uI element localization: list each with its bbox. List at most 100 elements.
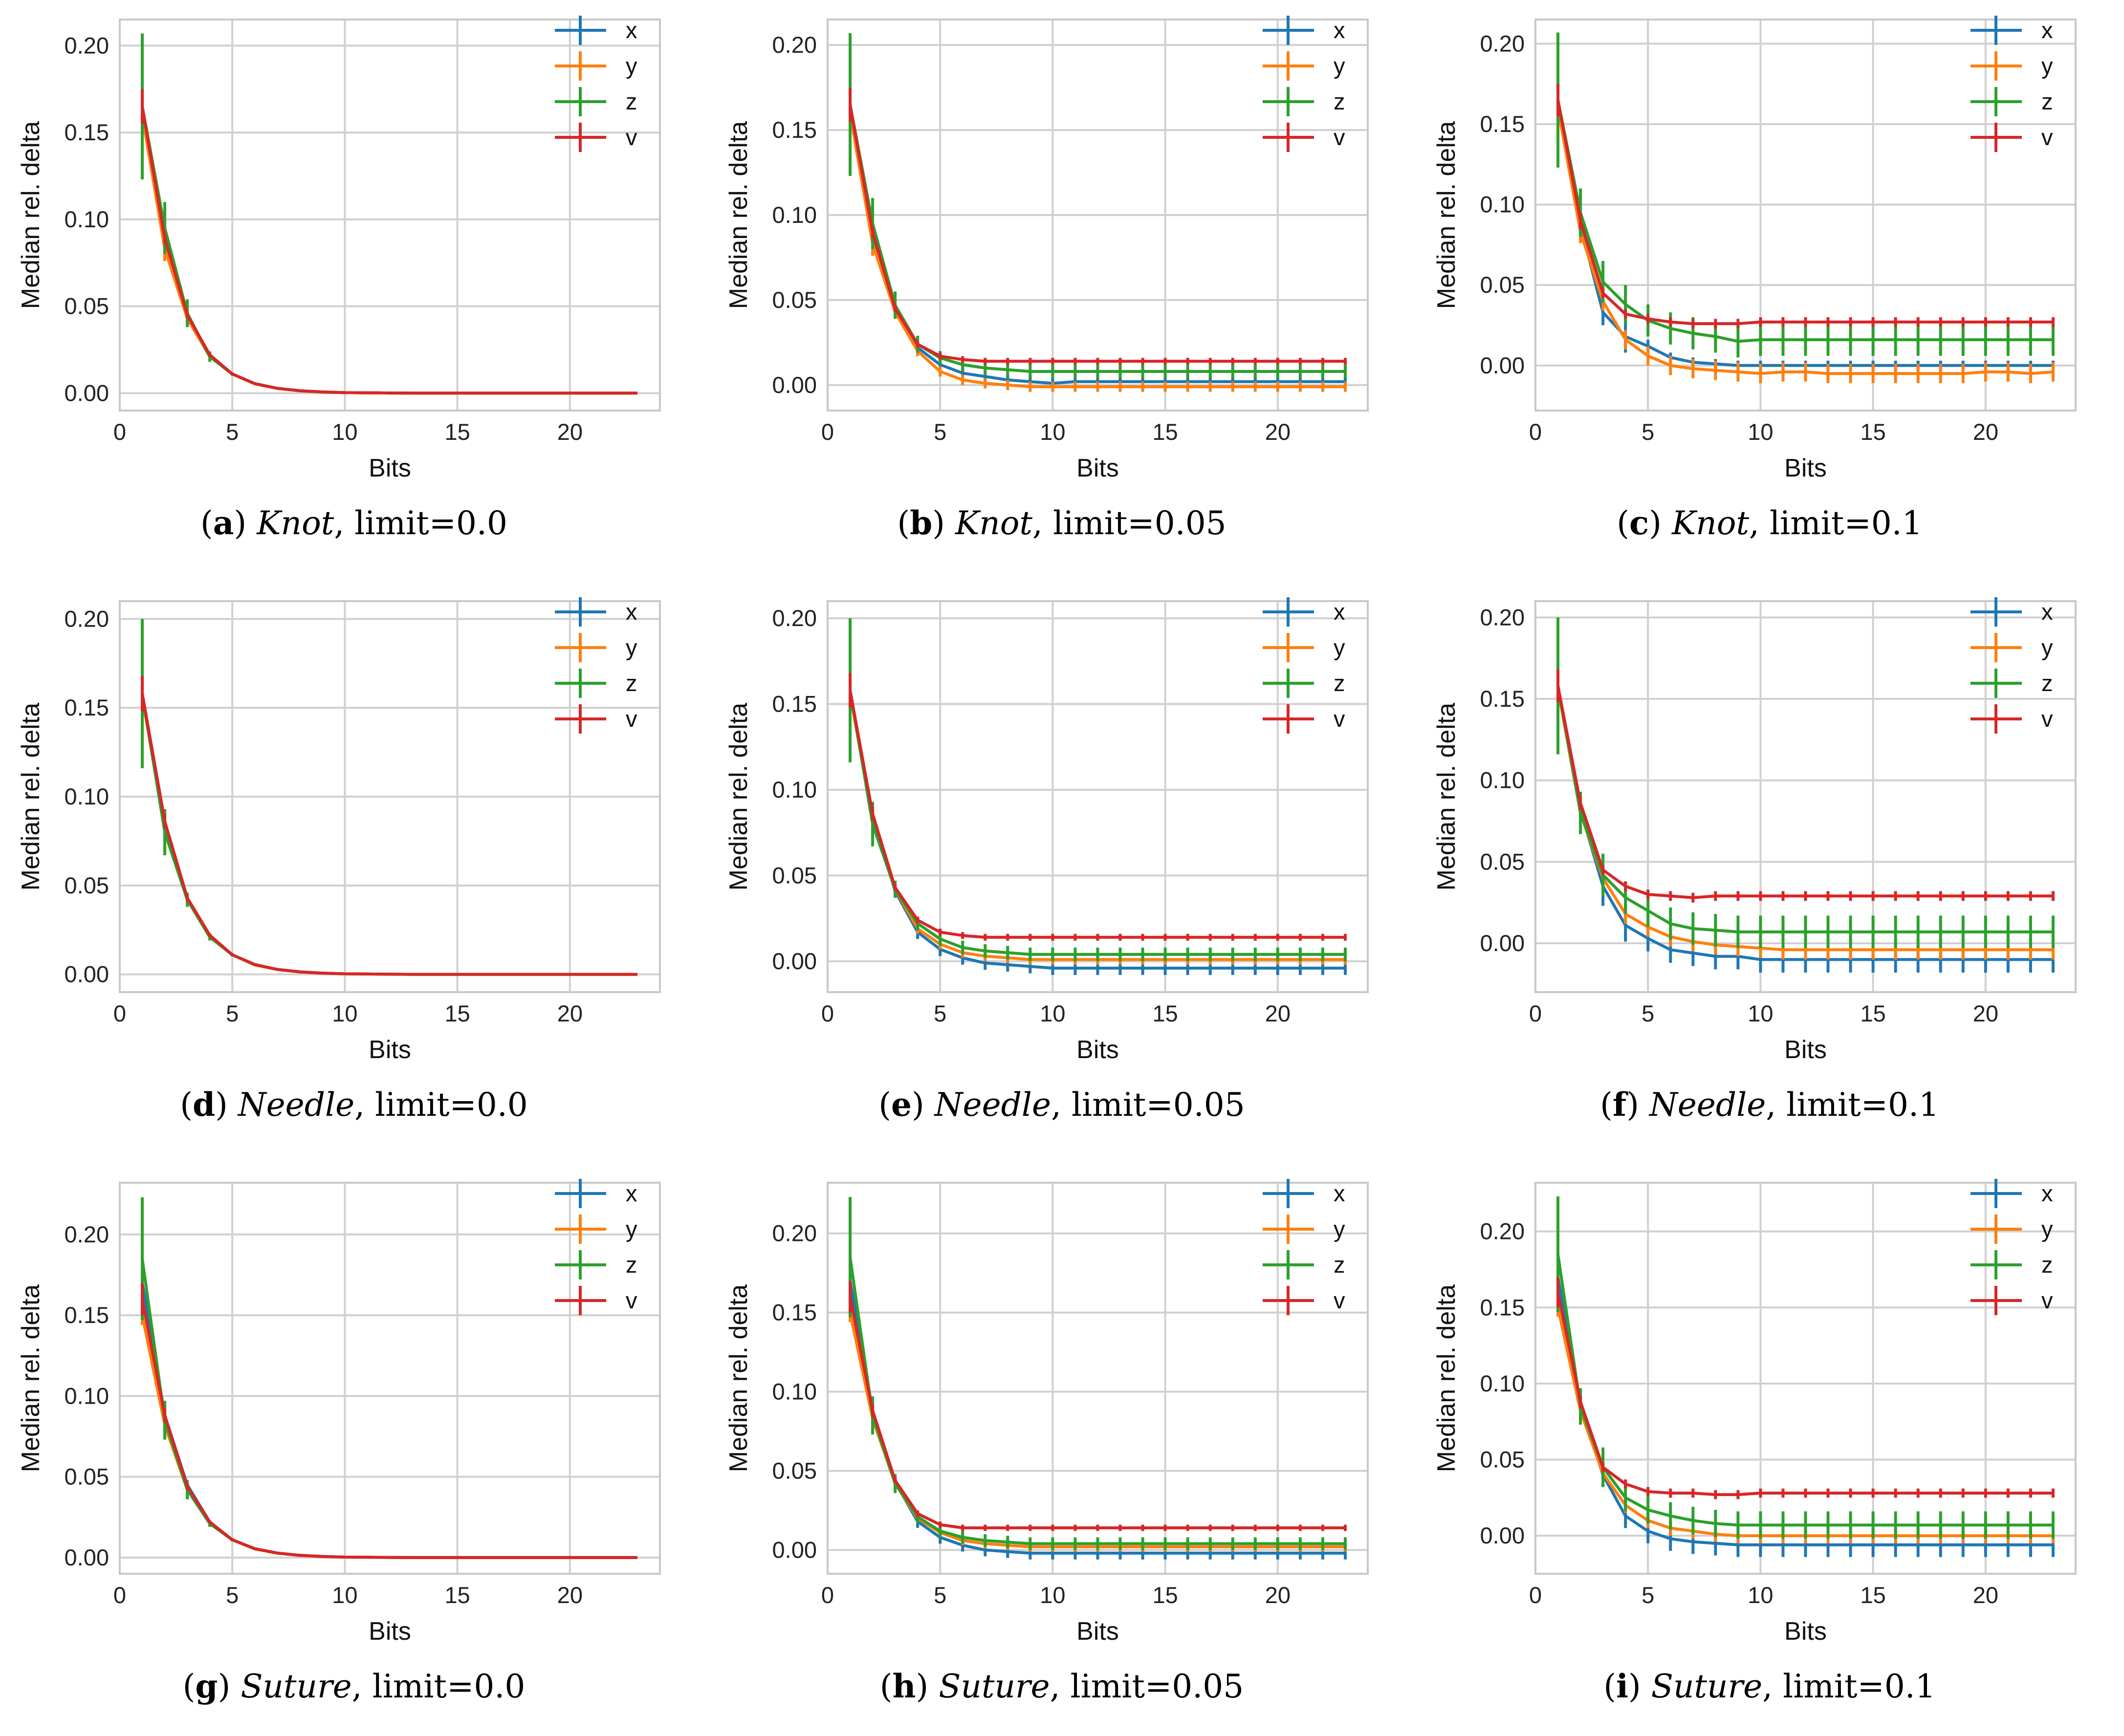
y-tick-label: 0.10 [65,783,109,809]
series-v [849,87,1347,365]
x-tick-label: 10 [1040,1000,1065,1026]
caption-limit: , limit=0.0 [334,504,507,542]
y-tick-label: 0.20 [772,605,817,631]
series-v [141,1282,637,1559]
series-z [849,33,1347,378]
caption-panel-letter: b [910,504,933,542]
y-tick-label: 0.05 [772,1457,817,1483]
legend-label: z [1334,670,1345,696]
y-tick-label: 0.10 [1480,767,1525,793]
y-tick-label: 0.00 [65,380,109,406]
y-axis-label: Median rel. delta [17,1284,45,1473]
x-axis-label: Bits [1076,454,1119,482]
legend-item-x: x [555,16,637,45]
caption-panel-letter: c [1629,504,1649,542]
x-tick-label: 0 [821,419,834,445]
legend-label: v [2041,124,2053,150]
series-line-y [141,115,637,395]
x-tick-label: 5 [1642,1582,1654,1608]
legend-item-x: x [1971,597,2053,627]
y-tick-label: 0.10 [65,1383,109,1409]
legend-label: y [1334,634,1345,660]
series-v [141,89,637,395]
legend-item-v: v [1263,1286,1345,1315]
plot-frame [119,19,661,412]
legend-label: y [1334,53,1345,79]
series-x [141,89,637,395]
x-tick-label: 10 [332,419,357,445]
series-x [849,676,1347,975]
x-tick-label: 15 [1152,1000,1178,1026]
legend-label: y [1334,1216,1345,1242]
y-tick-label: 0.05 [772,862,817,888]
legend-item-z: z [1971,87,2053,116]
series-line-z [849,104,1345,373]
x-tick-label: 20 [1973,419,1998,445]
legend-item-z: z [1971,1250,2053,1280]
x-axis-label: Bits [369,454,411,482]
series-v [1556,670,2055,903]
series-y [849,1303,1347,1552]
series-v [1556,1277,2055,1499]
x-tick-label: 15 [1152,419,1178,445]
x-tick-label: 15 [444,419,470,445]
legend-item-y: y [1263,633,1345,662]
legend-item-y: y [1263,1215,1345,1244]
series-line-x [849,690,1345,970]
panel-caption: (a) Knot, limit=0.0 [200,504,507,542]
legend-item-v: v [1971,123,2053,152]
x-tick-label: 10 [1748,1582,1773,1608]
x-tick-label: 5 [934,1582,946,1608]
legend-label: z [1334,88,1345,114]
y-axis-label: Median rel. delta [17,703,45,891]
y-tick-label: 0.10 [1480,1370,1525,1396]
caption-panel-letter: d [192,1085,216,1124]
legend-item-x: x [555,597,637,627]
legend-label: x [2041,17,2053,43]
series-line-y [849,112,1345,389]
legend-label: x [1334,17,1345,43]
y-tick-label: 0.20 [65,32,109,58]
x-tick-label: 5 [226,1582,239,1608]
plot-frame [827,19,1369,412]
series-line-z [1556,1254,2053,1527]
legend-label: y [626,634,637,660]
legend-item-z: z [1263,87,1345,116]
caption-dataset: Needle [238,1086,355,1124]
y-tick-label: 0.00 [772,372,817,398]
x-tick-label: 0 [113,1000,126,1026]
series-y [1556,1298,2055,1543]
legend-label: x [1334,599,1345,625]
caption-limit: , limit=0.05 [1032,504,1226,542]
x-tick-label: 5 [226,1000,239,1026]
caption-dataset: Needle [1649,1086,1766,1124]
y-tick-label: 0.20 [1480,30,1525,56]
legend-label: z [2041,1252,2053,1278]
panel-caption: (f) Needle, limit=0.1 [1600,1085,1939,1124]
series-z [141,33,637,395]
x-tick-label: 20 [1973,1000,1998,1026]
series-y [141,98,637,395]
legend-item-z: z [555,1250,637,1280]
series-line-x [1556,1277,2053,1546]
legend-label: v [1334,706,1345,732]
x-tick-label: 0 [113,1582,126,1608]
chart-panel-f: 0 5 10 15 20 0.00 0.05 0.10 0.15 0.20 Bits Median r… [1416,582,2124,1154]
y-axis-label: Median rel. delta [724,703,753,891]
plot-frame [1534,600,2077,993]
x-tick-label: 20 [557,419,583,445]
y-tick-label: 0.10 [772,1379,817,1405]
x-tick-label: 20 [1973,1582,1998,1608]
chart-panel-g: 0 5 10 15 20 0.00 0.05 0.10 0.15 0.20 Bits Median r… [0,1163,708,1736]
legend-item-z: z [1263,669,1345,698]
y-tick-label: 0.20 [65,606,109,631]
legend-label: z [1334,1252,1345,1278]
series-line-v [141,693,637,976]
series-line-x [141,1282,637,1559]
y-tick-label: 0.20 [1480,604,1525,630]
series-line-v [141,106,637,395]
series-line-z [1556,685,2053,933]
